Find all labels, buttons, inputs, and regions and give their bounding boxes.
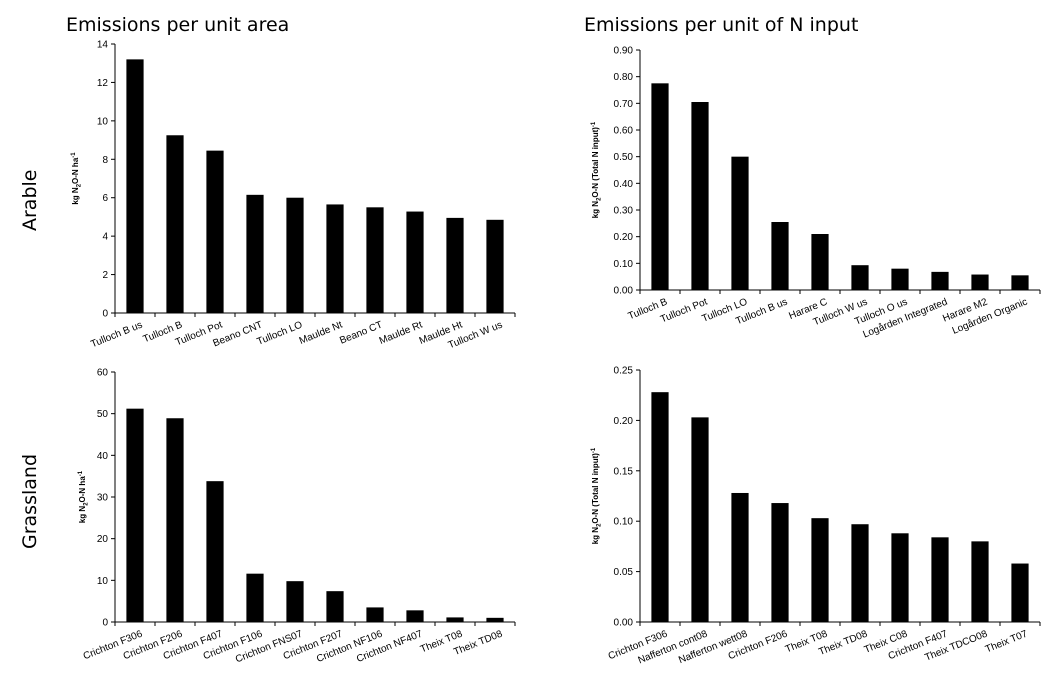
- bar: [691, 417, 709, 622]
- bar: [851, 524, 869, 622]
- bar: [446, 617, 464, 622]
- y-tick-label: 10: [97, 116, 109, 127]
- bar: [851, 265, 869, 290]
- bar: [771, 222, 789, 290]
- y-tick-label: 0.00: [614, 618, 634, 629]
- bar: [126, 59, 144, 313]
- y-axis-title: kg N2O-N ha-1: [78, 470, 90, 523]
- bar: [366, 607, 384, 622]
- y-tick-label: 0.20: [614, 232, 634, 243]
- bar: [971, 274, 989, 290]
- y-tick-label: 2: [102, 270, 108, 281]
- y-axis-title: kg N2O-N ha-1: [71, 152, 83, 205]
- y-tick-label: 20: [97, 534, 109, 545]
- bar: [366, 207, 384, 313]
- bar: [286, 197, 304, 313]
- bar: [286, 581, 304, 622]
- y-tick-label: 0.90: [614, 46, 634, 57]
- heading-per-area: Emissions per unit area: [66, 14, 290, 36]
- x-tick-label: Maulde Nt: [298, 320, 345, 347]
- y-tick-label: 0.15: [614, 466, 634, 477]
- bar: [891, 268, 909, 290]
- y-tick-label: 10: [97, 576, 109, 587]
- bar: [446, 217, 464, 313]
- y-axis-title: kg N2O-N (Total N input)-1: [591, 121, 603, 218]
- y-tick-label: 6: [102, 193, 108, 204]
- y-tick-label: 14: [97, 40, 109, 51]
- bar: [326, 204, 344, 313]
- bar: [246, 194, 264, 313]
- bar: [206, 481, 224, 622]
- bar: [326, 591, 344, 622]
- y-tick-label: 4: [102, 232, 108, 243]
- y-tick-label: 0: [102, 309, 108, 320]
- bar: [166, 418, 184, 622]
- bar: [206, 150, 224, 313]
- bar: [731, 156, 749, 290]
- x-tick-label: Maulde Rt: [378, 320, 425, 347]
- y-tick-label: 0.10: [614, 517, 634, 528]
- bar: [126, 408, 144, 622]
- y-tick-label: 0.10: [614, 259, 634, 270]
- bar: [691, 102, 709, 290]
- bar: [971, 541, 989, 622]
- x-tick-label: Tulloch B us: [89, 320, 144, 351]
- y-tick-label: 0.40: [614, 179, 634, 190]
- bar: [931, 271, 949, 290]
- y-tick-label: 60: [97, 368, 109, 379]
- bar: [771, 503, 789, 622]
- bar: [406, 610, 424, 622]
- bar: [811, 234, 829, 290]
- y-tick-label: 12: [97, 78, 109, 89]
- bar: [811, 518, 829, 622]
- x-tick-label: Theix T07: [984, 628, 1030, 655]
- bar: [246, 573, 264, 622]
- y-axis-title: kg N2O-N (Total N input)-1: [591, 447, 603, 544]
- y-tick-label: 50: [97, 409, 109, 420]
- y-tick-label: 0.30: [614, 206, 634, 217]
- bar: [166, 135, 184, 313]
- bar: [731, 492, 749, 622]
- y-tick-label: 0.20: [614, 416, 634, 427]
- y-tick-label: 0.80: [614, 72, 634, 83]
- y-tick-label: 0.25: [614, 366, 634, 377]
- y-tick-label: 0.60: [614, 126, 634, 137]
- bar: [891, 533, 909, 622]
- y-tick-label: 0.50: [614, 152, 634, 163]
- bar: [1011, 563, 1029, 622]
- bar: [931, 537, 949, 622]
- y-tick-label: 0.00: [614, 286, 634, 297]
- bar: [486, 617, 504, 622]
- x-tick-label: Beano CT: [338, 320, 384, 347]
- bar: [406, 211, 424, 313]
- bar: [651, 83, 669, 290]
- y-tick-label: 0.70: [614, 99, 634, 110]
- y-tick-label: 0.05: [614, 567, 634, 578]
- bar: [486, 219, 504, 313]
- y-tick-label: 0: [102, 618, 108, 629]
- y-tick-label: 8: [102, 155, 108, 166]
- x-tick-label: Tulloch LO: [256, 319, 305, 347]
- y-tick-label: 40: [97, 451, 109, 462]
- heading-per-n-input: Emissions per unit of N input: [584, 14, 859, 36]
- y-tick-label: 30: [97, 493, 109, 504]
- bar: [1011, 275, 1029, 290]
- chart-arable-per-n-input: 0.00 0.10 0.20 0.30 0.40 0.50 0.60 0.70 0.80 0.90…: [591, 46, 1041, 341]
- bar: [651, 392, 669, 622]
